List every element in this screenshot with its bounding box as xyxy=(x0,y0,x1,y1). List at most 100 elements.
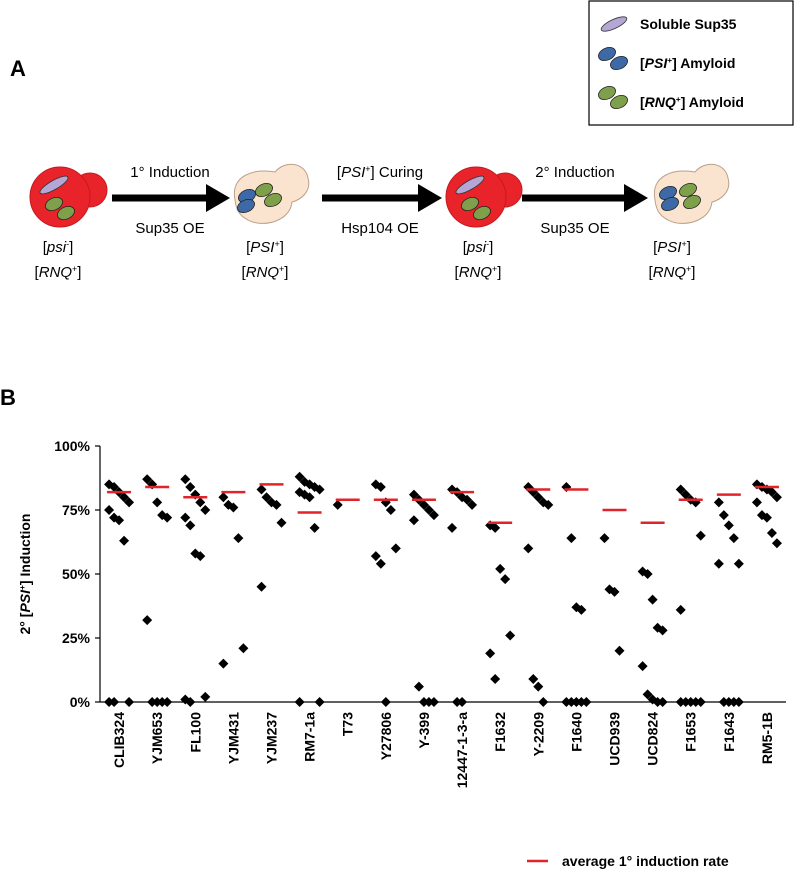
text-part: [ xyxy=(463,239,468,256)
data-point xyxy=(380,697,391,707)
data-point xyxy=(142,615,153,626)
data-point xyxy=(418,499,429,510)
data-point xyxy=(180,512,191,523)
data-point xyxy=(495,563,506,574)
data-point xyxy=(271,499,282,510)
x-tick-label: RM7-1a xyxy=(302,712,318,762)
x-tick-label: F1640 xyxy=(568,712,584,752)
text-part: + xyxy=(681,239,686,249)
data-point xyxy=(261,492,272,503)
y-tick-label: 0% xyxy=(70,694,91,710)
arrowhead xyxy=(418,184,442,212)
y-tick-label: 100% xyxy=(54,438,90,454)
data-point xyxy=(413,681,424,692)
data-point xyxy=(162,697,173,707)
cell-genotype: [RNQ+] xyxy=(242,264,289,281)
data-point xyxy=(314,484,325,495)
rnq-icon xyxy=(255,182,273,198)
text-part: - xyxy=(486,239,489,249)
text-part: + xyxy=(676,94,681,104)
data-point xyxy=(162,512,173,523)
cell-genotype: [psi-] xyxy=(463,239,494,256)
rnq-icon xyxy=(610,94,628,110)
data-point xyxy=(276,517,287,528)
data-point xyxy=(375,481,386,492)
psi-icon xyxy=(610,55,628,71)
data-point xyxy=(500,574,511,585)
data-point xyxy=(294,471,305,482)
x-tick-label: T73 xyxy=(340,712,356,736)
text-part: [ xyxy=(246,239,251,256)
x-tick-label: YJM237 xyxy=(264,712,280,764)
data-point xyxy=(733,697,744,707)
data-point xyxy=(332,499,343,510)
data-point xyxy=(408,515,419,526)
text-part: ] xyxy=(691,264,695,281)
text-part: RNQ xyxy=(39,264,73,281)
text-part: [ xyxy=(43,239,48,256)
text-part: [ xyxy=(640,55,645,71)
data-point xyxy=(185,697,196,707)
text-part: [ xyxy=(455,264,460,281)
text-part: PSI xyxy=(341,164,365,181)
x-tick-label: YJM431 xyxy=(225,712,241,764)
data-point xyxy=(447,522,458,533)
data-point xyxy=(200,691,211,702)
data-point xyxy=(256,581,267,592)
data-point xyxy=(675,604,686,615)
data-point xyxy=(566,533,577,544)
data-point xyxy=(642,569,653,579)
x-tick-label: Y27806 xyxy=(378,712,394,760)
data-point xyxy=(657,625,668,636)
data-point xyxy=(218,658,229,669)
data-point xyxy=(576,604,587,615)
data-point xyxy=(733,558,744,569)
text-part: [ xyxy=(653,239,658,256)
data-point xyxy=(124,697,135,707)
text-part: ] xyxy=(489,239,493,256)
text-part: PSI xyxy=(645,55,669,71)
text-part: ] xyxy=(280,239,284,256)
panel-a-graphics xyxy=(29,0,794,228)
x-tick-label: F1632 xyxy=(492,712,508,752)
legend-label: Soluble Sup35 xyxy=(640,16,737,32)
data-point xyxy=(751,497,762,508)
arrowhead xyxy=(206,184,230,212)
text-part: [ xyxy=(640,94,645,110)
legend-label: [PSI+] Amyloid xyxy=(640,55,735,71)
data-point xyxy=(104,505,115,515)
y-axis-label: 2° [PSI+] Induction xyxy=(17,514,33,635)
text-part: psi xyxy=(466,239,487,256)
data-point xyxy=(314,697,325,707)
rnq-icon xyxy=(598,85,616,101)
data-point xyxy=(538,697,549,707)
data-point xyxy=(675,697,686,707)
psi-icon xyxy=(598,46,616,62)
data-point xyxy=(467,499,478,510)
step-detail: Sup35 OE xyxy=(540,220,609,237)
text-part: + xyxy=(686,264,691,274)
text-part: ] xyxy=(497,264,501,281)
data-point xyxy=(385,505,396,515)
data-point xyxy=(185,481,196,492)
data-point xyxy=(533,492,544,503)
text-part: PSI xyxy=(17,589,33,613)
legend-label: [RNQ+] Amyloid xyxy=(640,94,744,110)
data-point xyxy=(218,492,229,503)
data-point xyxy=(657,697,668,707)
text-part: + xyxy=(17,585,27,590)
step-detail: Sup35 OE xyxy=(135,220,204,237)
y-tick-label: 75% xyxy=(62,502,91,518)
data-point xyxy=(647,594,658,605)
y-tick-label: 50% xyxy=(62,566,91,582)
soluble-icon xyxy=(600,16,628,32)
text-part: ] xyxy=(69,239,73,256)
data-point xyxy=(766,487,777,498)
panel-label: B xyxy=(0,385,16,410)
x-tick-label: YJM653 xyxy=(149,712,165,764)
x-tick-label: CLIB324 xyxy=(111,712,127,768)
cell-genotype: [PSI+] xyxy=(653,239,691,256)
text-part: ] xyxy=(687,239,691,256)
data-point xyxy=(408,489,419,500)
